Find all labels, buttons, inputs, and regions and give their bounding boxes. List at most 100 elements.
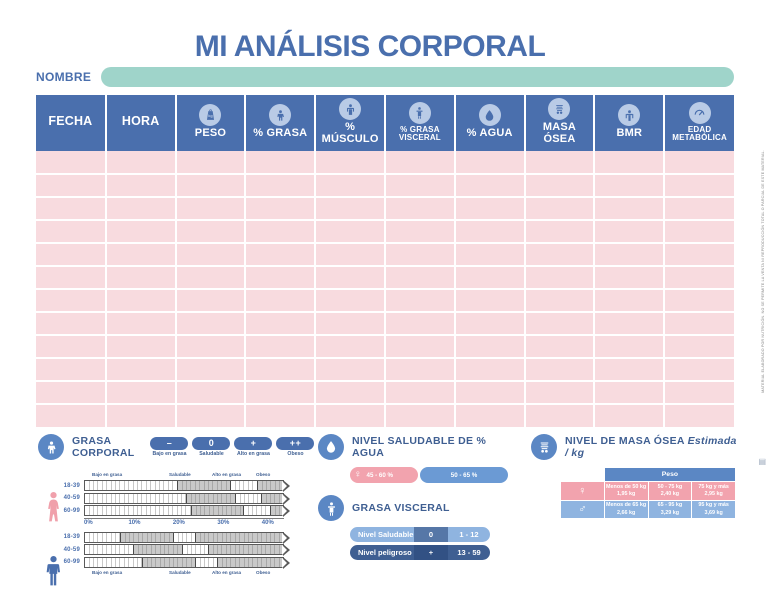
table-cell[interactable] [105,197,177,221]
table-cell[interactable] [315,358,386,382]
table-cell[interactable] [245,335,317,359]
table-cell[interactable] [594,289,666,313]
table-cell[interactable] [105,151,177,175]
table-cell[interactable] [245,220,317,244]
table-cell[interactable] [315,289,386,313]
table-cell[interactable] [524,381,596,405]
table-cell[interactable] [664,335,734,359]
table-cell[interactable] [175,220,247,244]
table-cell[interactable] [664,243,734,267]
table-cell[interactable] [36,335,107,359]
table-cell[interactable] [36,312,107,336]
table-cell[interactable] [454,404,526,427]
table-cell[interactable] [245,289,317,313]
table-cell[interactable] [175,404,247,427]
table-cell[interactable] [105,404,177,427]
table-cell[interactable] [36,404,107,427]
table-cell[interactable] [594,151,666,175]
table-cell[interactable] [664,220,734,244]
table-cell[interactable] [175,381,247,405]
table-cell[interactable] [454,197,526,221]
table-cell[interactable] [105,243,177,267]
table-cell[interactable] [384,174,456,198]
table-cell[interactable] [524,335,596,359]
table-cell[interactable] [664,174,734,198]
table-cell[interactable] [384,335,456,359]
table-cell[interactable] [524,243,596,267]
table-cell[interactable] [454,174,526,198]
table-cell[interactable] [524,197,596,221]
table-cell[interactable] [664,312,734,336]
table-cell[interactable] [175,197,247,221]
table-cell[interactable] [315,220,386,244]
table-cell[interactable] [384,404,456,427]
table-cell[interactable] [594,197,666,221]
table-cell[interactable] [105,289,177,313]
table-cell[interactable] [524,289,596,313]
table-cell[interactable] [664,266,734,290]
table-cell[interactable] [175,151,247,175]
table-cell[interactable] [594,266,666,290]
table-cell[interactable] [105,220,177,244]
table-cell[interactable] [664,289,734,313]
table-cell[interactable] [664,404,734,427]
table-cell[interactable] [36,381,107,405]
table-cell[interactable] [245,381,317,405]
table-cell[interactable] [664,358,734,382]
table-cell[interactable] [384,220,456,244]
table-cell[interactable] [594,358,666,382]
table-cell[interactable] [524,174,596,198]
table-cell[interactable] [105,312,177,336]
table-cell[interactable] [594,404,666,427]
table-cell[interactable] [454,335,526,359]
table-cell[interactable] [175,266,247,290]
table-cell[interactable] [524,220,596,244]
table-cell[interactable] [245,312,317,336]
table-cell[interactable] [105,335,177,359]
table-cell[interactable] [245,358,317,382]
table-cell[interactable] [175,358,247,382]
table-cell[interactable] [594,220,666,244]
table-cell[interactable] [664,381,734,405]
table-cell[interactable] [315,404,386,427]
table-cell[interactable] [454,220,526,244]
table-cell[interactable] [36,151,107,175]
table-cell[interactable] [36,358,107,382]
table-cell[interactable] [524,358,596,382]
table-cell[interactable] [384,358,456,382]
table-cell[interactable] [454,243,526,267]
table-cell[interactable] [315,312,386,336]
table-cell[interactable] [245,404,317,427]
table-cell[interactable] [315,381,386,405]
table-cell[interactable] [175,312,247,336]
table-cell[interactable] [105,174,177,198]
table-cell[interactable] [315,151,386,175]
table-cell[interactable] [175,289,247,313]
table-cell[interactable] [384,243,456,267]
table-cell[interactable] [384,151,456,175]
table-cell[interactable] [664,151,734,175]
table-cell[interactable] [315,174,386,198]
table-cell[interactable] [245,151,317,175]
table-cell[interactable] [105,266,177,290]
table-cell[interactable] [524,151,596,175]
table-cell[interactable] [36,220,107,244]
table-cell[interactable] [36,289,107,313]
table-cell[interactable] [594,243,666,267]
table-cell[interactable] [175,335,247,359]
table-cell[interactable] [36,174,107,198]
table-cell[interactable] [454,151,526,175]
table-cell[interactable] [524,266,596,290]
table-cell[interactable] [454,358,526,382]
table-cell[interactable] [524,312,596,336]
table-cell[interactable] [384,197,456,221]
table-cell[interactable] [524,404,596,427]
table-cell[interactable] [105,381,177,405]
table-cell[interactable] [454,381,526,405]
table-cell[interactable] [454,289,526,313]
table-cell[interactable] [594,381,666,405]
table-cell[interactable] [594,335,666,359]
table-cell[interactable] [384,312,456,336]
table-cell[interactable] [454,266,526,290]
table-cell[interactable] [245,266,317,290]
